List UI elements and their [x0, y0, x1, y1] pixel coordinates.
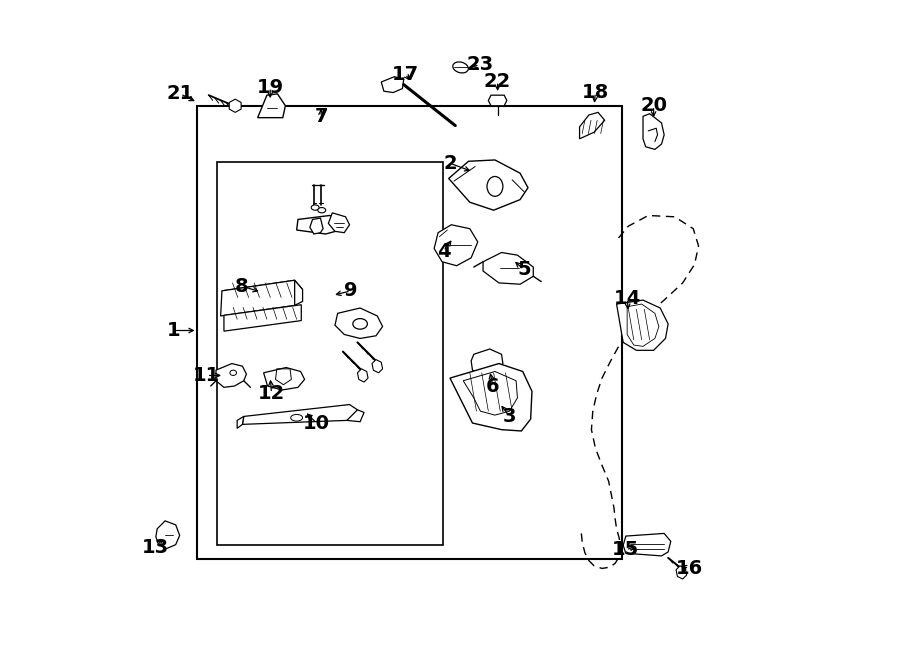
- Text: 16: 16: [676, 559, 703, 578]
- Text: 4: 4: [436, 242, 450, 260]
- Text: 5: 5: [518, 260, 531, 279]
- Text: 13: 13: [142, 538, 169, 557]
- Polygon shape: [297, 215, 342, 234]
- Polygon shape: [489, 95, 507, 106]
- Polygon shape: [616, 300, 668, 350]
- Text: 23: 23: [466, 56, 493, 74]
- Polygon shape: [623, 533, 670, 556]
- Text: 1: 1: [166, 321, 181, 340]
- Ellipse shape: [291, 414, 302, 421]
- Polygon shape: [224, 305, 302, 331]
- Polygon shape: [310, 218, 323, 234]
- Polygon shape: [294, 280, 302, 305]
- Polygon shape: [238, 416, 244, 428]
- Polygon shape: [264, 368, 304, 390]
- Ellipse shape: [311, 205, 320, 210]
- Text: 8: 8: [235, 277, 248, 295]
- Polygon shape: [220, 280, 294, 316]
- Text: 9: 9: [344, 282, 357, 300]
- Polygon shape: [230, 99, 241, 112]
- Polygon shape: [346, 410, 364, 422]
- Text: 11: 11: [194, 366, 220, 385]
- Polygon shape: [472, 349, 503, 375]
- Polygon shape: [335, 308, 382, 338]
- Text: 10: 10: [303, 414, 330, 432]
- Polygon shape: [216, 364, 247, 387]
- Polygon shape: [449, 160, 528, 210]
- Polygon shape: [382, 77, 404, 93]
- Polygon shape: [257, 94, 285, 118]
- Polygon shape: [483, 253, 534, 284]
- Ellipse shape: [318, 208, 326, 213]
- Text: 15: 15: [612, 541, 640, 559]
- Text: 17: 17: [392, 65, 418, 83]
- Text: 6: 6: [486, 377, 500, 396]
- Ellipse shape: [487, 176, 503, 196]
- Polygon shape: [242, 405, 357, 424]
- Text: 3: 3: [503, 407, 517, 426]
- Polygon shape: [676, 566, 687, 579]
- Polygon shape: [580, 112, 605, 139]
- Polygon shape: [222, 280, 302, 300]
- Polygon shape: [372, 360, 382, 373]
- Text: 2: 2: [443, 154, 457, 173]
- Text: 19: 19: [256, 78, 284, 97]
- Text: 22: 22: [484, 72, 511, 91]
- Text: 21: 21: [166, 85, 194, 103]
- Polygon shape: [156, 521, 180, 549]
- Text: 20: 20: [640, 97, 667, 115]
- Polygon shape: [328, 213, 349, 233]
- Ellipse shape: [353, 319, 367, 329]
- Text: 18: 18: [581, 83, 609, 102]
- Ellipse shape: [453, 62, 468, 73]
- Ellipse shape: [230, 370, 237, 375]
- Text: 14: 14: [614, 290, 641, 308]
- Text: 7: 7: [314, 108, 328, 126]
- Polygon shape: [434, 225, 478, 266]
- Polygon shape: [450, 364, 532, 431]
- Text: 12: 12: [258, 384, 285, 403]
- Polygon shape: [357, 369, 368, 382]
